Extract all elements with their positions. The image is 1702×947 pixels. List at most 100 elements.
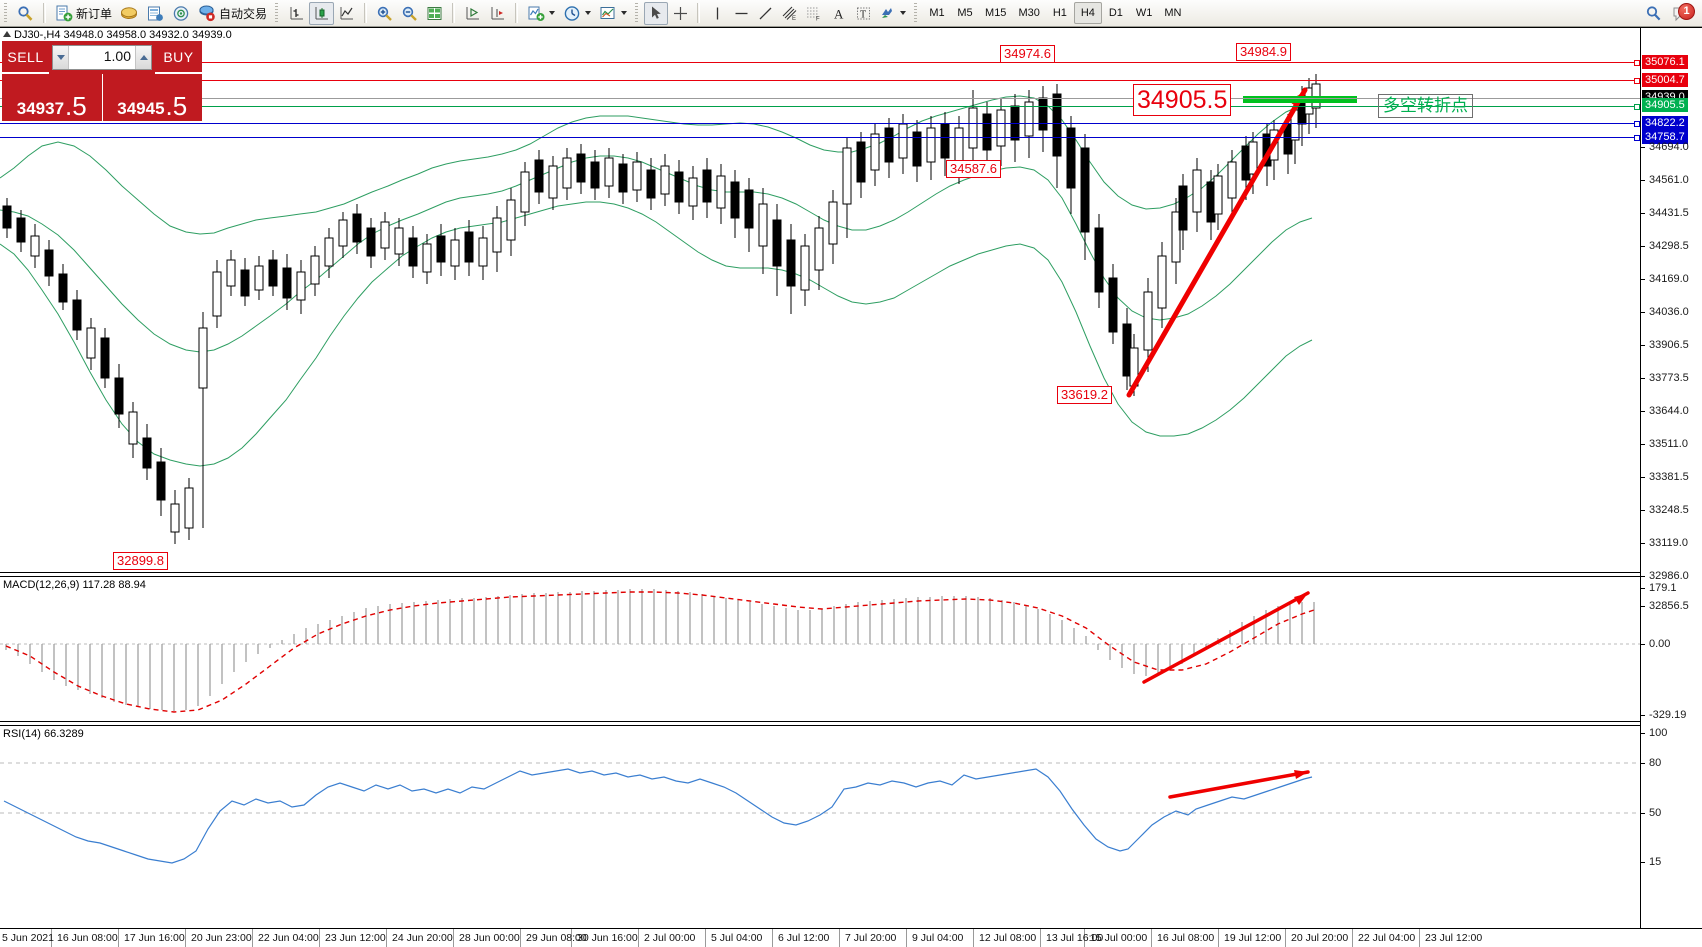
notifications-button[interactable]: 1	[1672, 2, 1695, 23]
price-tick-34694: 34694.0	[1641, 141, 1702, 154]
search-tool-button[interactable]	[13, 2, 38, 25]
horizontal-line-tool-button[interactable]	[729, 2, 753, 25]
annotation-32899[interactable]: 32899.8	[113, 552, 168, 570]
buy-price-display[interactable]: 34945.5	[102, 74, 202, 121]
toolbar-grip-4[interactable]	[913, 2, 921, 24]
octp-top-row: SELL 1.00 BUY	[2, 41, 202, 74]
level-node-icon-3[interactable]	[1634, 104, 1640, 110]
level-line-34822[interactable]	[0, 121, 1640, 127]
equidistant-channel-tool-button[interactable]: E	[777, 2, 802, 25]
time-separator	[1285, 929, 1286, 947]
time-axis[interactable]: 5 Jun 2021 16 Jun 08:00 17 Jun 16:00 20 …	[0, 928, 1702, 947]
annotation-34905[interactable]: 34905.5	[1133, 84, 1232, 116]
vertical-line-tool-button[interactable]	[705, 2, 729, 25]
volume-stepper[interactable]: 1.00	[52, 45, 152, 70]
level-node-icon-4[interactable]	[1634, 121, 1640, 127]
annotation-34974[interactable]: 34974.6	[1000, 45, 1055, 63]
text-tool-button[interactable]: A	[827, 2, 851, 25]
price-tick-34036: 34036.0	[1641, 306, 1702, 319]
level-line-35076[interactable]	[0, 60, 1640, 66]
level-node-icon[interactable]	[1634, 60, 1640, 66]
timeframe-w1[interactable]: W1	[1135, 7, 1153, 19]
terminal-button[interactable]: 自动交易	[194, 2, 271, 25]
indicators-button[interactable]	[523, 2, 559, 25]
toolbar-grip-3[interactable]	[634, 2, 642, 24]
arrows-tool-button[interactable]	[875, 2, 910, 25]
time-separator	[520, 929, 521, 947]
timeframe-h1[interactable]: H1	[1052, 7, 1067, 19]
toolbar-separator-2	[364, 3, 368, 23]
sell-price-display[interactable]: 34937.5	[2, 74, 103, 121]
zoom-out-button[interactable]	[397, 2, 422, 25]
time-separator	[319, 929, 320, 947]
new-order-button[interactable]: 新订单	[51, 2, 116, 25]
time-label-4: 22 Jun 04:00	[258, 932, 319, 944]
level-line-34758[interactable]	[0, 135, 1640, 141]
chinese-note-annotation[interactable]: 多空转折点	[1378, 94, 1473, 118]
templates-button[interactable]	[595, 2, 631, 25]
fibonacci-tool-button[interactable]: F	[802, 2, 827, 25]
level-line-34905[interactable]	[0, 104, 1640, 110]
buy-button[interactable]: BUY	[155, 41, 202, 74]
auto-scroll-button[interactable]	[485, 2, 510, 25]
rsi-pane[interactable]	[0, 725, 1640, 875]
volume-input[interactable]: 1.00	[69, 46, 135, 69]
chevron-down-icon-3[interactable]	[621, 11, 628, 15]
tile-windows-button[interactable]	[422, 2, 447, 25]
data-window-button[interactable]	[142, 2, 168, 25]
volume-decrement-button[interactable]	[53, 46, 69, 69]
level-node-icon-2[interactable]	[1634, 78, 1640, 84]
timeframe-mn[interactable]: MN	[1164, 7, 1182, 19]
text-label-tool-button[interactable]: T	[851, 2, 875, 25]
market-watch-button[interactable]	[116, 2, 142, 25]
timeframe-m30[interactable]: M30	[1018, 7, 1040, 19]
chevron-down-icon-2[interactable]	[585, 11, 592, 15]
timeframe-m5[interactable]: M5	[957, 7, 973, 19]
chevron-down-icon-4[interactable]	[900, 11, 907, 15]
time-label-16: 13 Jul 16:00	[1046, 932, 1104, 944]
timeframe-m15[interactable]: M15	[985, 7, 1007, 19]
timeframe-h4[interactable]: H4	[1073, 2, 1102, 24]
line-chart-button[interactable]	[334, 2, 359, 25]
shift-chart-button[interactable]	[460, 2, 485, 25]
one-click-trading-panel[interactable]: SELL 1.00 BUY 34937.5 34945.5	[2, 41, 202, 121]
chart-window[interactable]: DJ30-,H4 34948.0 34958.0 34932.0 34939.0	[0, 27, 1702, 947]
sell-button[interactable]: SELL	[2, 41, 49, 74]
toolbar-grip-2[interactable]	[274, 2, 282, 24]
chevron-down-icon[interactable]	[549, 11, 556, 15]
price-axis[interactable]: 35076.1 35004.7 34939.0 34905.5 34822.2 …	[1640, 28, 1702, 947]
price-tick-34431: 34431.5	[1641, 207, 1702, 220]
annotation-34587[interactable]: 34587.6	[946, 160, 1001, 178]
price-pane[interactable]	[0, 28, 1640, 947]
search-icon[interactable]	[1641, 2, 1666, 25]
cursor-tool-button[interactable]	[644, 1, 669, 25]
level-node-icon-5[interactable]	[1634, 135, 1640, 141]
timeframe-d1[interactable]: D1	[1108, 7, 1123, 19]
period-button[interactable]	[559, 2, 595, 25]
time-separator	[638, 929, 639, 947]
volume-increment-button[interactable]	[135, 46, 151, 69]
level-line-35004[interactable]	[0, 78, 1640, 84]
zoom-in-button[interactable]	[372, 2, 397, 25]
navigator-button[interactable]	[168, 2, 194, 25]
macd-axis-0: 0.00	[1641, 638, 1702, 651]
price-tick-33773: 33773.5	[1641, 372, 1702, 385]
timeframe-m1[interactable]: M1	[929, 7, 945, 19]
bar-chart-button[interactable]	[284, 2, 309, 25]
svg-text:T: T	[860, 9, 866, 20]
trendline-tool-button[interactable]	[753, 2, 777, 25]
candlestick-chart-button[interactable]	[309, 1, 335, 25]
price-tick-34561: 34561.0	[1641, 174, 1702, 187]
buy-price-integer: 34945	[117, 99, 165, 118]
level-line-34939	[0, 98, 1640, 99]
toolbar-grip[interactable]	[3, 2, 10, 24]
crosshair-tool-button[interactable]	[668, 2, 692, 25]
macd-pane[interactable]	[0, 576, 1640, 726]
toolbar-separator-3	[452, 3, 456, 23]
time-label-7: 28 Jun 00:00	[459, 932, 520, 944]
sell-price-integer: 34937	[16, 99, 65, 118]
macd-axis-179: 179.1	[1641, 582, 1702, 595]
annotation-33619[interactable]: 33619.2	[1057, 386, 1112, 404]
toolbar-right-group: 1	[1641, 2, 1702, 25]
annotation-34984[interactable]: 34984.9	[1236, 43, 1291, 61]
